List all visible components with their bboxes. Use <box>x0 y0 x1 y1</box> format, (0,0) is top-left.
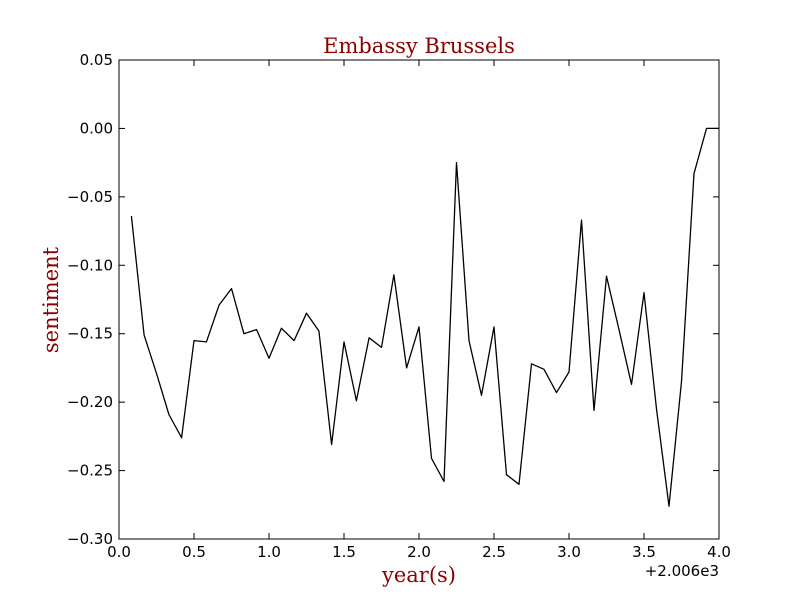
y-axis-label: sentiment <box>39 246 63 353</box>
y-tick-label: 0.05 <box>80 51 113 69</box>
y-tick-label: 0.00 <box>80 119 113 137</box>
x-tick-label: 2.0 <box>407 543 431 561</box>
x-tick-label: 0.0 <box>107 543 131 561</box>
plot-area <box>130 127 719 507</box>
x-tick-label: 2.5 <box>482 543 506 561</box>
x-axis-label: year(s) <box>381 563 456 587</box>
series-line-0 <box>130 127 719 507</box>
x-offset-label: +2.006e3 <box>645 562 719 580</box>
x-tick-label: 3.5 <box>632 543 656 561</box>
chart-title: Embassy Brussels <box>323 34 515 58</box>
y-axis: 0.05 0.00 −0.05 −0.10 −0.15 −0.20 −0.25 −0.30 <box>67 51 719 548</box>
y-tick-label: −0.05 <box>67 188 113 206</box>
y-tick-label: −0.15 <box>67 325 113 343</box>
x-axis: 0.0 0.5 1.0 1.5 2.0 2.5 3.0 3.5 4.0 <box>107 60 731 561</box>
x-tick-label: 4.0 <box>707 543 731 561</box>
x-tick-label: 1.5 <box>332 543 356 561</box>
y-tick-label: −0.25 <box>67 462 113 480</box>
y-tick-label: −0.20 <box>67 393 113 411</box>
y-tick-label: −0.10 <box>67 256 113 274</box>
x-tick-label: 3.0 <box>557 543 581 561</box>
y-tick-label: −0.30 <box>67 530 113 548</box>
x-tick-label: 0.5 <box>182 543 206 561</box>
x-tick-label: 1.0 <box>257 543 281 561</box>
